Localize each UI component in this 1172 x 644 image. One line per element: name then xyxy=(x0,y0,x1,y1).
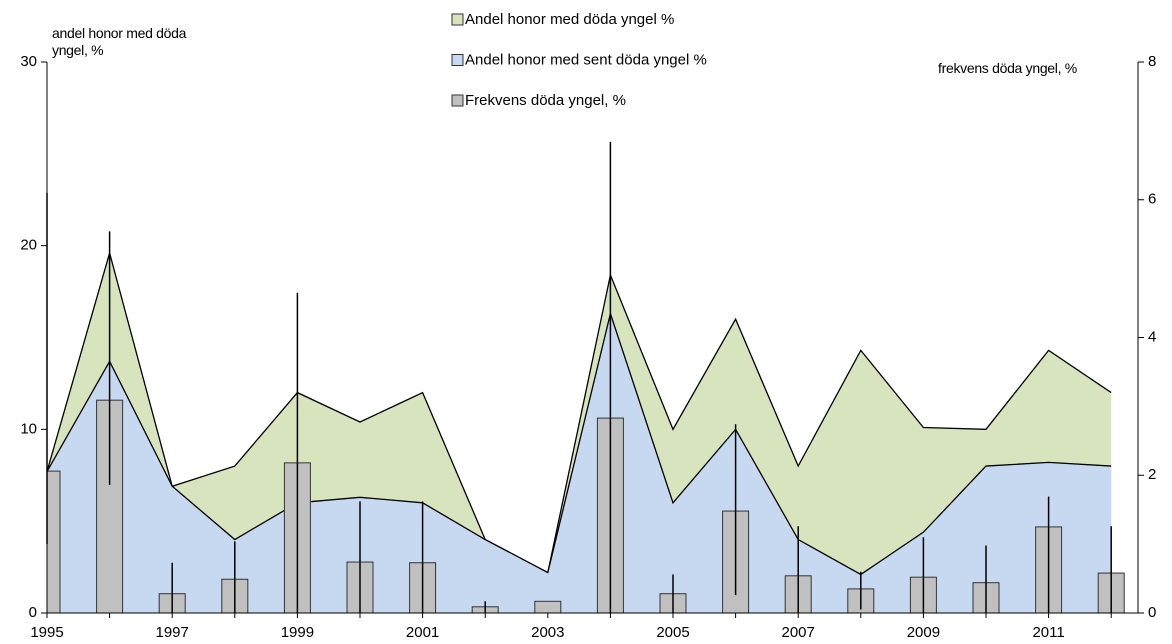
legend-label: Andel honor med sent döda yngel % xyxy=(465,51,707,68)
legend-swatch xyxy=(451,13,464,26)
x-tick-label: 1995 xyxy=(30,624,63,641)
bar xyxy=(46,470,61,614)
area xyxy=(47,313,1112,613)
y2-tick-label: 8 xyxy=(1148,53,1156,70)
legend-swatch xyxy=(451,94,464,107)
y2-tick-label: 2 xyxy=(1148,466,1156,483)
y2-tick-label: 6 xyxy=(1148,191,1156,208)
x-tick-label: 2011 xyxy=(1032,624,1064,641)
y2-tick-label: 4 xyxy=(1148,328,1156,345)
legend-label: Frekvens döda yngel, % xyxy=(465,92,626,109)
x-tick-label: 2003 xyxy=(531,624,564,641)
x-tick-label: 2005 xyxy=(656,624,689,641)
area-line xyxy=(46,311,1112,576)
y-tick-label: 30 xyxy=(20,53,37,70)
area-line xyxy=(46,250,1112,574)
y-tick-label: 0 xyxy=(29,604,37,621)
y2-tick-label: 0 xyxy=(1148,604,1156,621)
x-tick-label: 2009 xyxy=(907,624,940,641)
y-tick-label: 20 xyxy=(20,237,37,254)
x-tick-label: 1997 xyxy=(156,624,189,641)
x-tick-label: 2007 xyxy=(782,624,815,641)
x-tick-label: 2001 xyxy=(406,624,439,641)
bar xyxy=(534,600,562,614)
legend-swatch xyxy=(451,54,464,66)
x-tick-label: 1999 xyxy=(281,624,314,641)
y2-axis-title: frekvens döda yngel, % xyxy=(938,60,1077,76)
y-axis-title: andel honor med döda yngel, % xyxy=(52,25,187,58)
y-tick-label: 10 xyxy=(20,420,37,437)
legend-label: Andel honor med döda yngel % xyxy=(465,11,674,28)
